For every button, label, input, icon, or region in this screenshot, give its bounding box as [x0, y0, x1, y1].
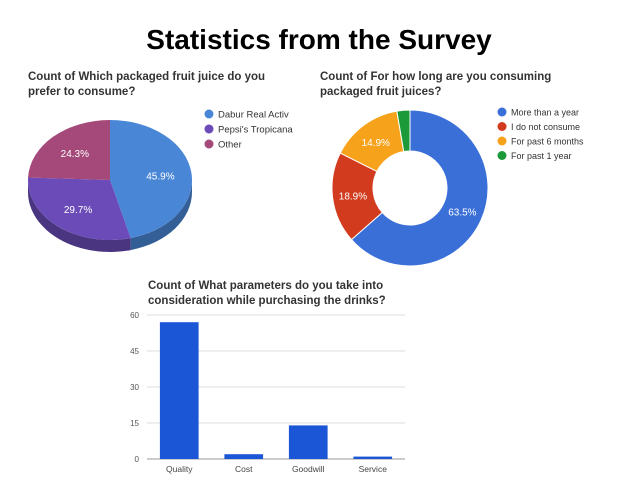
chart1-pie: 45.9% 29.7% 24.3% Dabur Real Activ Pepsi's T…	[28, 109, 293, 253]
chart1-slice	[28, 177, 131, 240]
chart1-legend-label: Other	[218, 140, 242, 151]
chart2-legend-swatch	[497, 151, 507, 160]
chart2-legend-label: More than a year	[511, 108, 579, 118]
chart1-slice-side	[130, 180, 192, 251]
chart1-slice-label: 29.7%	[64, 205, 92, 216]
chart2-legend-swatch	[497, 136, 507, 146]
chart2-slice-label: 14.9%	[362, 138, 390, 149]
chart1-legend-swatch	[204, 109, 214, 119]
chart2-legend-label: For past 1 year	[511, 151, 572, 161]
chart1-slice-label: 45.9%	[146, 171, 174, 182]
chart3-ytick-label: 0	[135, 455, 140, 464]
chart2-legend-swatch	[497, 122, 507, 131]
chart1-slice	[110, 120, 193, 239]
chart1-slice-label: 24.3%	[61, 149, 89, 160]
chart3-ytick-label: 45	[130, 347, 139, 356]
chart3-ytick-label: 60	[130, 311, 139, 320]
chart1-legend-swatch	[204, 124, 214, 134]
chart2-slice	[396, 109, 411, 153]
chart2-legend-swatch	[497, 107, 507, 117]
chart3-ytick-label: 30	[130, 383, 139, 392]
chart3-title: Count of What parameters do you take int…	[148, 280, 386, 307]
chart3-xtick-label: Quality	[166, 464, 193, 474]
chart1-slice-side	[28, 180, 131, 253]
chart3-ytick-label: 15	[130, 419, 139, 428]
chart2-slice-label: 18.9%	[339, 191, 367, 202]
chart1-legend-label: Dabur Real Activ	[218, 110, 289, 121]
chart3-bar	[288, 425, 328, 459]
chart1-legend-label: Pepsi's Tropicana	[218, 125, 293, 136]
chart1-title: Count of Which packaged fruit juice do y…	[28, 71, 266, 98]
chart3-bar	[159, 322, 199, 459]
chart3-bar	[353, 456, 393, 459]
chart2-legend-label: I do not consume	[511, 122, 580, 132]
chart3-xtick-label: Cost	[235, 464, 253, 474]
chart2-donut: 63.5% 18.9% 14.9% More than a year I do not …	[331, 107, 584, 267]
chart1-legend-swatch	[204, 139, 214, 149]
chart2-slice-label: 63.5%	[448, 208, 476, 219]
chart2-title: Count of For how long are you consuming …	[320, 71, 552, 98]
chart1-slice	[28, 120, 111, 180]
chart2-slice	[350, 109, 489, 267]
chart2-legend-label: For past 6 months	[511, 137, 584, 147]
chart3-bar	[224, 454, 264, 459]
slide-title: Statistics from the Survey	[146, 24, 492, 55]
chart3-bar: 0 15 30 45 60 Quality Cost Goodwill Service	[130, 311, 405, 474]
chart3-xtick-label: Goodwill	[292, 464, 325, 474]
chart3-xtick-label: Service	[359, 464, 388, 474]
